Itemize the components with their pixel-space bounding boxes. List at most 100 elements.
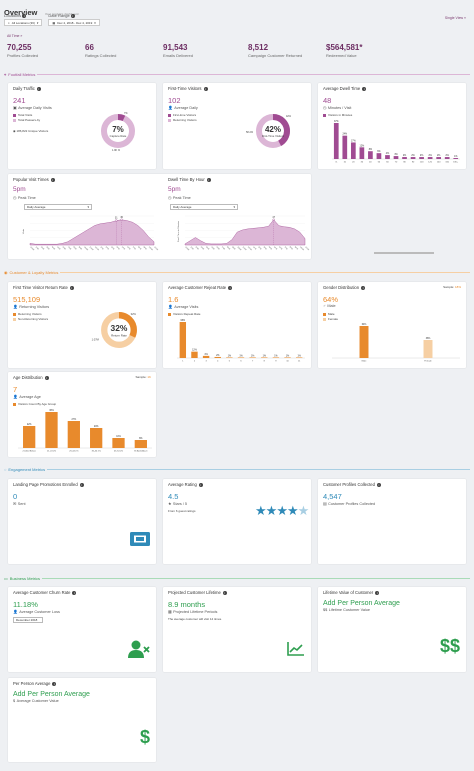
card-title: Gender Distribution i xyxy=(323,285,366,290)
big-label: ▣ Average Daily Visits xyxy=(13,105,52,111)
star-icon: ★ xyxy=(255,503,267,518)
tick-label: 4AM xyxy=(51,246,56,251)
dwell-hour-period-select[interactable]: Daily Average ▾ xyxy=(170,204,238,210)
big-label: ★ Stars / 5 xyxy=(168,501,188,507)
data-label: 1% xyxy=(286,355,289,357)
tick-label: 3PM xyxy=(263,246,267,250)
peak-label: 47 xyxy=(272,216,275,219)
data-label: 8% xyxy=(139,438,142,440)
tick-label: 7PM xyxy=(283,246,287,250)
kpi-value: 66 xyxy=(85,43,94,52)
tick-label: 11AM xyxy=(89,246,95,252)
tick-label: 6PM xyxy=(278,246,282,250)
legend-item: Returning Visitors xyxy=(13,312,48,316)
card-title: Age Distribution i xyxy=(13,375,49,380)
tick-label: 8 xyxy=(264,361,266,363)
tick-label: 10 xyxy=(344,162,347,164)
donut-label: First-Time Visitors xyxy=(262,134,285,138)
kpi-value: $564,581* xyxy=(326,43,363,52)
tick-label: 55 And Above xyxy=(134,450,148,453)
kpi-value: 8,512 xyxy=(248,43,269,52)
dollar-icon: $ xyxy=(13,699,16,703)
info-icon: i xyxy=(375,590,380,595)
tick-label: 5AM xyxy=(56,246,61,251)
tick-label: 10AM xyxy=(236,246,242,252)
section-divider xyxy=(60,272,470,273)
tick-label: 1PM xyxy=(252,246,256,250)
tick-label: 12PM xyxy=(94,246,99,251)
tick-label: 4 xyxy=(217,361,219,363)
all-time-link[interactable]: All Time » xyxy=(7,34,23,38)
tick-label: 10PM xyxy=(299,246,304,251)
tick-label: 4PM xyxy=(268,246,272,250)
legend-item: Visitors Repeat Rate xyxy=(168,312,200,316)
page-subtitle: Your analytics dashboard xyxy=(44,12,79,16)
legend-item: First-time Visitors xyxy=(168,113,197,117)
info-icon: i xyxy=(52,681,57,686)
bar xyxy=(385,155,390,159)
customer-profiles-card: Customer Profiles Collected i 4,547 ▤ Cust… xyxy=(318,479,466,564)
star-icon: ★ xyxy=(286,503,299,518)
card-title: Dwell Time By Hour i xyxy=(168,177,211,182)
donut-label: Capture Rate xyxy=(110,134,127,138)
big-value: 64% xyxy=(323,295,339,304)
legend-item: Visitors Count By Age Group xyxy=(13,402,56,406)
tick-label: 25-34 (Y) xyxy=(69,451,78,453)
add-per-person-average-link[interactable]: Add Per Person Average xyxy=(13,691,90,698)
tick-label: <1 xyxy=(335,161,338,164)
tick-label: 8PM xyxy=(137,246,141,250)
tick-label: 20 xyxy=(352,162,355,164)
tick-label: 12AM xyxy=(29,246,35,252)
tick-label: 1AM xyxy=(35,246,40,251)
bar xyxy=(67,421,80,448)
bar xyxy=(427,157,433,159)
bar xyxy=(444,157,450,159)
tick-label: 160 xyxy=(445,162,449,164)
kpi-label: Profiles Collected xyxy=(7,53,39,58)
tick-label: Male xyxy=(362,361,368,363)
section-footfall: ⌖ Footfall Metrics xyxy=(4,72,470,77)
profile-icon: ▤ xyxy=(323,502,327,506)
bar xyxy=(112,438,125,448)
big-value: 515,109 xyxy=(13,295,41,304)
legend: First-time Visitors Returning Visitors xyxy=(168,113,197,123)
legend-swatch xyxy=(13,118,16,122)
data-label: 22% xyxy=(27,424,32,426)
tick-label: 11AM xyxy=(242,246,248,252)
donut-arc xyxy=(101,114,135,148)
date-range-select[interactable]: ▦ Dec 4, 2018 - Dec 4, 2019 ▾ xyxy=(48,19,100,26)
tick-label: 21 And Below xyxy=(22,450,36,453)
lifetime-note: The average customer will visit 14 times… xyxy=(168,617,223,621)
area-series xyxy=(184,219,306,246)
tick-label: 6AM xyxy=(62,246,67,251)
single-view-link[interactable]: Single View » xyxy=(444,16,466,20)
data-label: 12% xyxy=(360,145,365,147)
page-header: Overview Your analytics dashboard xyxy=(4,2,78,20)
dwell-time-card: Average Dwell Time i 48 ◷ Minutes / Visit … xyxy=(318,83,466,169)
bar xyxy=(179,322,187,358)
tick-label: Female xyxy=(424,361,432,363)
card-title: Popular Visit Times i xyxy=(13,177,55,182)
tick-label: 2PM xyxy=(105,246,109,250)
bar xyxy=(402,157,407,159)
add-user-icon: 👤 xyxy=(13,305,18,309)
y-axis-label: Dwell Time in Minutes xyxy=(177,220,180,242)
data-label: 1% xyxy=(228,355,231,357)
card-title: Per Person Average i xyxy=(13,681,57,686)
donut-left-label: 58.2% xyxy=(246,131,254,134)
locations-select[interactable]: ⌖ All Locations (36) ▾ xyxy=(4,19,43,26)
big-label: 👤 Average Visits xyxy=(168,304,199,310)
tick-label: 7 xyxy=(252,361,254,363)
kpi-ratings: 66 Ratings Collected xyxy=(85,43,163,58)
horizontal-scrollbar[interactable] xyxy=(374,252,434,254)
location-pin-icon: ⌖ xyxy=(4,72,7,77)
churn-month-select[interactable]: December 2018 xyxy=(13,617,43,623)
add-per-person-average-link[interactable]: Add Per Person Average xyxy=(323,600,400,607)
legend-item: Total Visits xyxy=(13,113,40,117)
briefcase-icon: ▭ xyxy=(4,576,8,581)
section-customer: ◉ Customer & Loyalty Metrics xyxy=(4,270,470,275)
date-range-filter: Date Range i ▦ Dec 4, 2018 - Dec 4, 2019 ▾ xyxy=(48,13,100,26)
tick-label: 10PM xyxy=(148,246,153,251)
popular-period-select[interactable]: Daily Average ▾ xyxy=(24,204,92,210)
